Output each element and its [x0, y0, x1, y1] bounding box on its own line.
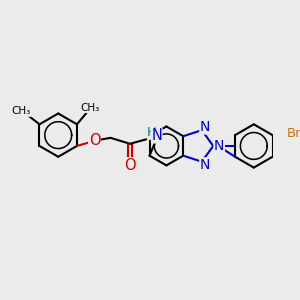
Text: O: O: [89, 133, 100, 148]
Text: H: H: [147, 127, 157, 140]
Text: N: N: [214, 139, 224, 153]
Text: CH₃: CH₃: [80, 103, 100, 112]
Text: N: N: [200, 120, 210, 134]
Text: N: N: [200, 158, 210, 172]
Text: CH₃: CH₃: [11, 106, 31, 116]
Text: N: N: [151, 128, 162, 143]
Text: Br: Br: [286, 127, 300, 140]
Text: O: O: [124, 158, 136, 173]
